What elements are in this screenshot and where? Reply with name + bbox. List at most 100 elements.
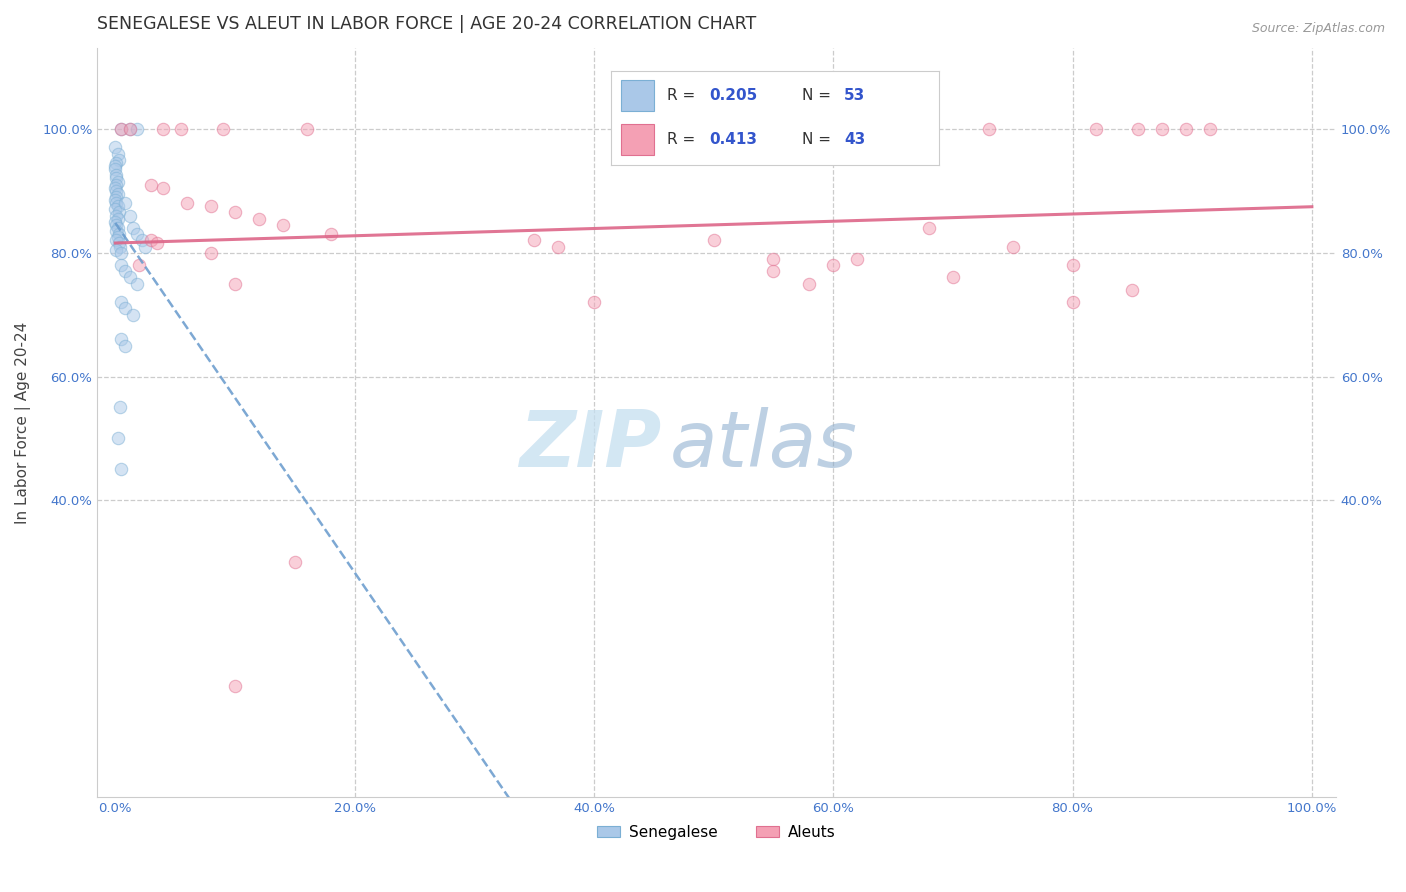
Point xyxy=(200,199,222,213)
Point xyxy=(107,146,129,161)
Point xyxy=(284,555,307,569)
Point xyxy=(799,277,821,291)
Point xyxy=(846,252,869,266)
Point xyxy=(212,122,235,136)
Point xyxy=(224,205,246,219)
Point xyxy=(114,264,136,278)
Point xyxy=(122,221,145,235)
Point xyxy=(110,332,132,346)
Point xyxy=(104,193,127,207)
Point xyxy=(582,295,605,310)
Point xyxy=(118,209,141,223)
Point xyxy=(107,221,129,235)
Point xyxy=(105,224,128,238)
Point xyxy=(271,218,294,232)
Point xyxy=(1085,122,1108,136)
Point xyxy=(224,679,246,693)
Point xyxy=(1175,122,1198,136)
Point xyxy=(105,178,128,192)
Point xyxy=(131,233,153,247)
Point xyxy=(114,196,136,211)
Point xyxy=(125,277,148,291)
Point xyxy=(105,196,128,211)
Point xyxy=(104,180,127,194)
Text: atlas: atlas xyxy=(669,408,858,483)
Point xyxy=(104,140,127,154)
Point xyxy=(108,401,131,415)
Point xyxy=(118,122,141,136)
Text: ZIP: ZIP xyxy=(519,408,661,483)
Point xyxy=(104,162,127,177)
Point xyxy=(703,233,725,247)
Point xyxy=(1199,122,1222,136)
Point xyxy=(170,122,193,136)
Point xyxy=(108,205,131,219)
Point xyxy=(105,243,128,257)
Point xyxy=(547,239,569,253)
Point xyxy=(104,202,127,217)
Legend: Senegalese, Aleuts: Senegalese, Aleuts xyxy=(591,819,842,846)
Point xyxy=(1062,258,1084,272)
Point xyxy=(152,122,174,136)
Point xyxy=(104,159,127,173)
Point xyxy=(1128,122,1150,136)
Text: Source: ZipAtlas.com: Source: ZipAtlas.com xyxy=(1251,22,1385,36)
Point xyxy=(105,190,128,204)
Point xyxy=(110,462,132,476)
Point xyxy=(110,295,132,310)
Point xyxy=(108,236,131,251)
Point xyxy=(108,227,131,241)
Point xyxy=(295,122,318,136)
Point xyxy=(104,215,127,229)
Point xyxy=(110,245,132,260)
Point xyxy=(107,230,129,244)
Point xyxy=(114,338,136,352)
Point xyxy=(1062,295,1084,310)
Point xyxy=(122,308,145,322)
Point xyxy=(141,178,163,192)
Y-axis label: In Labor Force | Age 20-24: In Labor Force | Age 20-24 xyxy=(15,322,31,524)
Point xyxy=(176,196,198,211)
Point xyxy=(105,169,128,183)
Point xyxy=(146,236,169,251)
Point xyxy=(1121,283,1143,297)
Point xyxy=(224,277,246,291)
Text: SENEGALESE VS ALEUT IN LABOR FORCE | AGE 20-24 CORRELATION CHART: SENEGALESE VS ALEUT IN LABOR FORCE | AGE… xyxy=(97,15,756,33)
Point xyxy=(942,270,965,285)
Point xyxy=(105,156,128,170)
Point xyxy=(105,171,128,186)
Point xyxy=(200,245,222,260)
Point xyxy=(107,211,129,226)
Point xyxy=(105,218,128,232)
Point xyxy=(762,264,785,278)
Point xyxy=(141,233,163,247)
Point xyxy=(114,301,136,316)
Point xyxy=(134,239,156,253)
Point xyxy=(152,180,174,194)
Point xyxy=(107,186,129,201)
Point xyxy=(118,122,141,136)
Point xyxy=(110,122,132,136)
Point xyxy=(108,153,131,167)
Point xyxy=(107,432,129,446)
Point xyxy=(1152,122,1174,136)
Point xyxy=(1001,239,1024,253)
Point xyxy=(762,252,785,266)
Point xyxy=(703,122,725,136)
Point xyxy=(105,233,128,247)
Point xyxy=(105,209,128,223)
Point xyxy=(823,258,845,272)
Point xyxy=(125,227,148,241)
Point xyxy=(108,239,131,253)
Point xyxy=(105,184,128,198)
Point xyxy=(977,122,1000,136)
Point xyxy=(128,258,150,272)
Point xyxy=(107,199,129,213)
Point xyxy=(918,221,941,235)
Point xyxy=(110,258,132,272)
Point xyxy=(247,211,270,226)
Point xyxy=(125,122,148,136)
Point xyxy=(110,122,132,136)
Point xyxy=(107,175,129,189)
Point xyxy=(118,270,141,285)
